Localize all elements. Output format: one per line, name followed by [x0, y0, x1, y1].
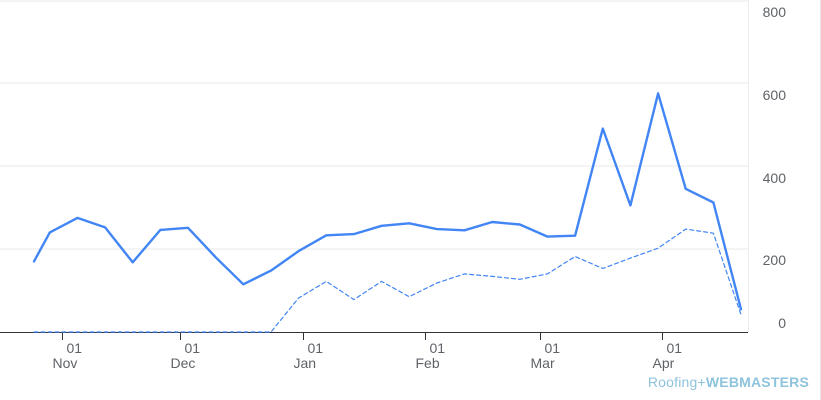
x-tick-month-feb: Feb: [416, 355, 440, 371]
y-tick-label-400: 400: [763, 170, 787, 186]
x-tick-month-apr: Apr: [653, 355, 675, 371]
y-tick-label-0: 0: [778, 315, 786, 331]
watermark-logo: Roofing+WEBMASTERS: [648, 374, 809, 390]
y-tick-label-600: 600: [763, 87, 787, 103]
series-group: [32, 92, 743, 333]
x-tick-day-nov: 01: [67, 340, 83, 356]
x-tick-day-jan: 01: [308, 340, 324, 356]
x-tick-day-mar: 01: [545, 340, 561, 356]
x-axis: [0, 332, 748, 340]
series-line-solid: [32, 92, 743, 311]
y-axis-tick-labels: 0 200 400 600 800: [763, 4, 787, 331]
y-tick-label-800: 800: [763, 4, 787, 20]
x-tick-day-dec: 01: [185, 340, 201, 356]
series-line-dashed: [33, 228, 742, 333]
watermark-text-roofing: Roofing: [647, 374, 698, 390]
watermark-plus: +: [697, 374, 706, 390]
y-tick-label-200: 200: [763, 252, 787, 268]
x-tick-day-apr: 01: [667, 340, 683, 356]
x-tick-month-dec: Dec: [171, 355, 196, 371]
x-tick-month-mar: Mar: [531, 355, 555, 371]
x-tick-month-jan: Jan: [294, 355, 317, 371]
x-tick-day-feb: 01: [430, 340, 446, 356]
x-tick-month-nov: Nov: [53, 355, 78, 371]
watermark-text-webmasters: WEBMASTERS: [705, 374, 809, 390]
